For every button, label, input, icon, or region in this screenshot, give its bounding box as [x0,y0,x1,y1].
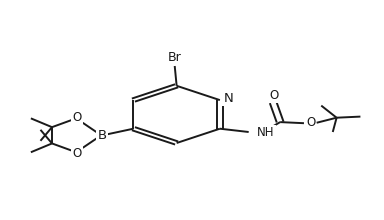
Text: O: O [270,89,279,102]
Text: N: N [223,92,233,105]
Text: Br: Br [168,51,182,64]
Text: O: O [72,110,81,124]
Text: O: O [306,116,316,129]
Text: O: O [72,147,81,160]
Text: B: B [98,129,106,142]
Text: NH: NH [257,126,275,139]
